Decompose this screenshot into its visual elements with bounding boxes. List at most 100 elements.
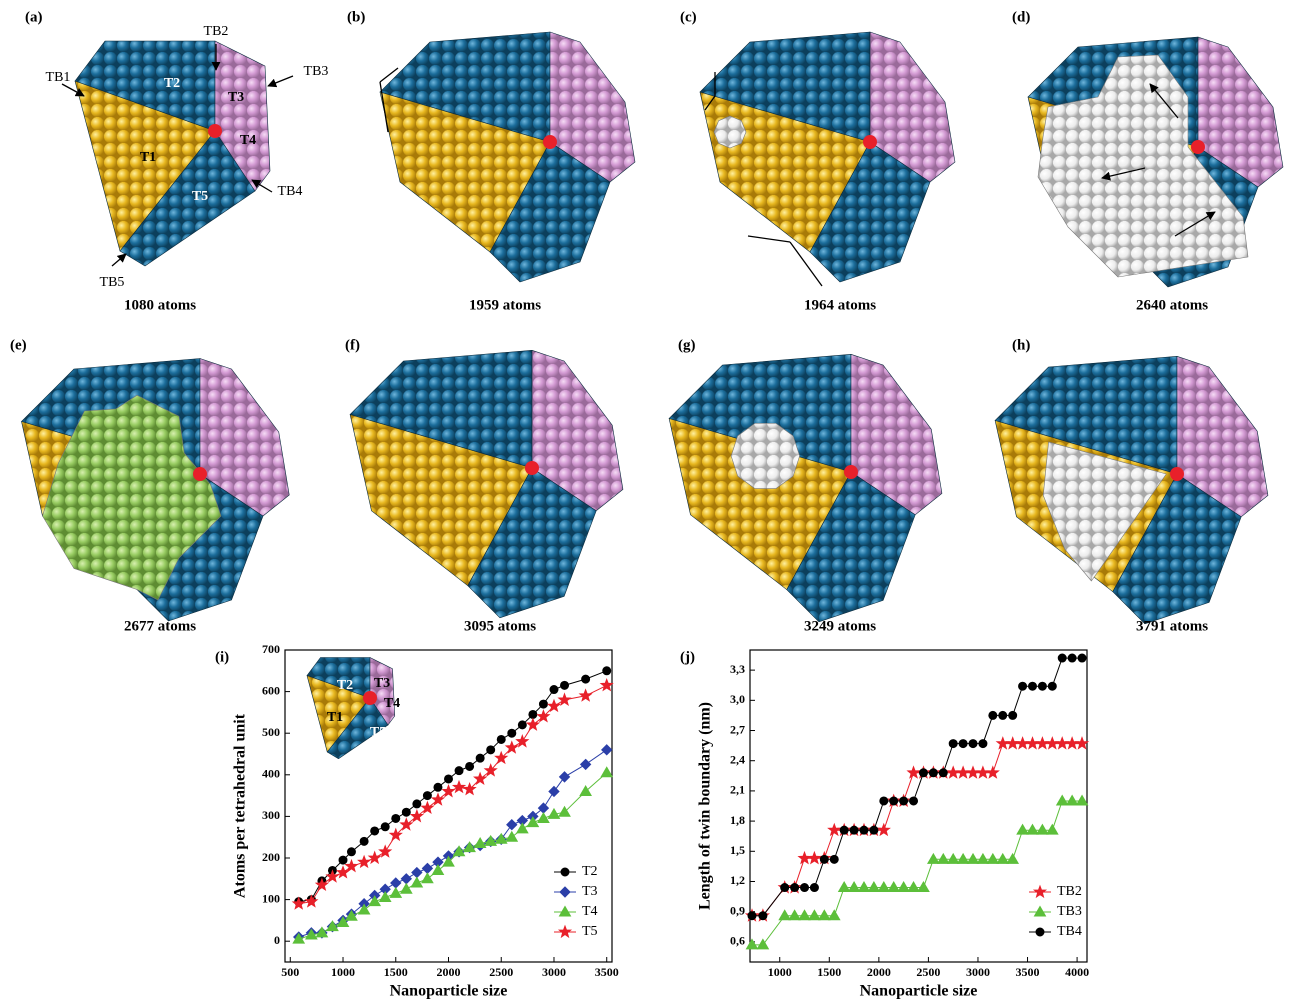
legend-marker — [560, 867, 570, 877]
data-point — [899, 796, 909, 806]
data-point — [380, 822, 390, 832]
panel-label: (h) — [1012, 337, 1030, 353]
data-point — [399, 817, 414, 831]
data-point — [537, 802, 550, 814]
legend-marker — [558, 905, 572, 917]
data-point — [430, 792, 446, 806]
data-point — [494, 832, 508, 844]
data-point — [1015, 736, 1030, 750]
data-point — [1055, 736, 1070, 750]
x-tick-label: 500 — [281, 965, 299, 979]
data-point — [581, 674, 591, 684]
legend-label: T5 — [582, 924, 598, 939]
y-tick-label: 300 — [262, 808, 280, 822]
guide-line — [704, 95, 716, 111]
atom-count-caption: 3791 atoms — [1136, 618, 1208, 634]
data-point — [956, 852, 970, 864]
particle — [699, 31, 956, 283]
data-point — [758, 911, 768, 921]
data-point — [378, 891, 392, 903]
legend-label: TB2 — [1057, 884, 1082, 899]
legend-marker — [1035, 927, 1045, 937]
data-point — [578, 688, 593, 702]
data-point — [345, 909, 358, 921]
annotation-arrow — [111, 253, 127, 267]
y-tick-label: 200 — [262, 850, 280, 864]
series-line — [298, 670, 607, 903]
data-point — [399, 882, 413, 894]
inset-label: T5 — [370, 725, 386, 740]
data-point — [1027, 681, 1037, 691]
x-tick-label: 1000 — [331, 965, 355, 979]
data-point — [966, 852, 980, 864]
particle — [1027, 36, 1284, 288]
data-point — [528, 709, 538, 719]
data-point — [897, 881, 910, 893]
data-point — [378, 844, 393, 858]
y-tick-label: 2,1 — [730, 783, 745, 797]
data-point — [948, 739, 958, 749]
chart-label: (i) — [215, 649, 229, 665]
legend-label: T4 — [582, 904, 598, 919]
y-tick-label: 400 — [262, 767, 280, 781]
data-point — [409, 808, 424, 823]
data-point — [965, 765, 981, 779]
data-point — [462, 782, 477, 796]
particle — [74, 40, 271, 267]
atom-count-caption: 1959 atoms — [469, 297, 541, 313]
y-tick-label: 0 — [274, 933, 280, 947]
surface-region — [730, 423, 800, 489]
data-point — [391, 813, 401, 823]
data-point — [465, 761, 475, 771]
data-point — [998, 710, 1008, 720]
data-point — [1037, 681, 1047, 691]
panel-label: (a) — [25, 9, 43, 25]
data-point — [599, 678, 614, 692]
data-point — [837, 881, 851, 893]
structure-annotation: TB1 — [46, 70, 71, 85]
data-point — [1026, 823, 1039, 835]
y-axis-label: Length of twin boundary (nm) — [697, 702, 714, 910]
particle — [349, 349, 624, 619]
data-point — [879, 796, 889, 806]
surface-region — [1042, 441, 1167, 582]
data-point — [451, 779, 467, 794]
data-point — [1074, 736, 1090, 750]
atom-count-caption: 2640 atoms — [1136, 297, 1208, 313]
data-point — [579, 758, 592, 771]
panel-label: (d) — [1012, 9, 1030, 25]
data-point — [526, 816, 540, 828]
data-point — [368, 895, 382, 907]
data-point — [756, 938, 770, 950]
data-point — [452, 845, 466, 857]
five-fold-axis — [1170, 467, 1184, 481]
data-point — [441, 783, 456, 798]
data-point — [400, 873, 413, 885]
data-point — [1067, 653, 1077, 663]
data-point — [819, 854, 829, 864]
atom-count-caption: 1080 atoms — [124, 297, 196, 313]
crystal-domain — [1197, 36, 1284, 188]
data-point — [877, 881, 891, 893]
legend-marker — [1032, 884, 1048, 899]
panel-label: (b) — [347, 9, 365, 25]
data-point — [473, 836, 487, 848]
data-point — [422, 791, 432, 801]
data-point — [780, 883, 790, 893]
data-point — [809, 883, 819, 893]
data-point — [1036, 823, 1049, 835]
data-point — [968, 739, 978, 749]
data-point — [431, 863, 445, 875]
atom-count-caption: 2677 atoms — [124, 618, 196, 634]
data-point — [335, 865, 351, 879]
data-point — [1018, 681, 1028, 691]
data-point — [558, 771, 571, 783]
y-tick-label: 1,8 — [730, 813, 745, 827]
data-point — [906, 765, 921, 779]
x-tick-label: 1500 — [384, 965, 408, 979]
inset-label: T1 — [327, 710, 343, 725]
data-point — [1077, 653, 1087, 663]
data-point — [558, 805, 571, 817]
structure-annotation: T2 — [164, 76, 180, 91]
y-tick-label: 1,5 — [730, 843, 745, 857]
